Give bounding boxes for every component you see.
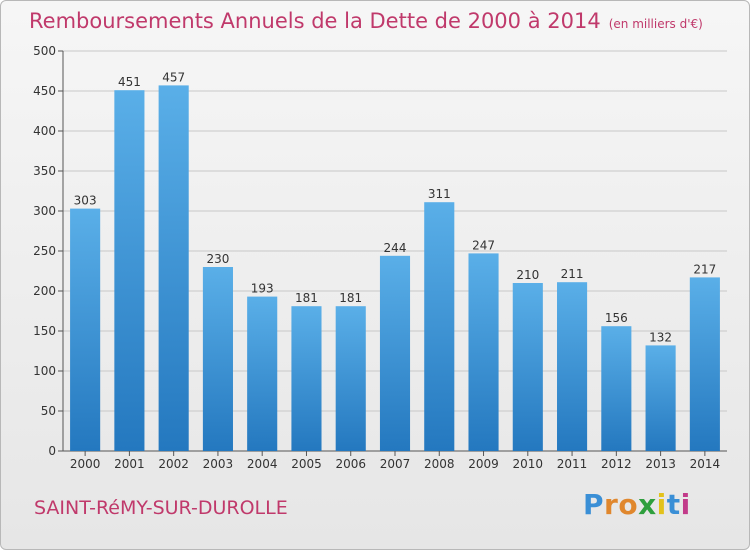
bar-2005 (291, 306, 322, 451)
bar-2006 (335, 306, 366, 451)
x-tick-label: 2010 (513, 457, 544, 471)
x-tick-label: 2007 (380, 457, 411, 471)
x-axis: 2000 2001 2002 2003 2004 2005 2006 2007 2008 2009… (70, 451, 720, 471)
logo-letter: i (680, 488, 691, 521)
y-tick-label: 50 (41, 404, 56, 418)
bar-2002 (158, 85, 189, 452)
x-tick-label: 2013 (645, 457, 676, 471)
bar-2007 (379, 255, 411, 451)
x-tick-label: 2003 (203, 457, 234, 471)
commune-name: SAINT-RéMY-SUR-DUROLLE (34, 497, 288, 519)
x-tick-label: 2009 (468, 457, 499, 471)
bar-2012 (601, 326, 632, 451)
bar-2014 (689, 277, 720, 451)
y-tick-label: 500 (33, 44, 56, 58)
y-tick-label: 250 (33, 244, 56, 258)
bar-2011 (557, 282, 588, 451)
bar-2008 (424, 202, 455, 451)
proxiti-logo: Proxiti (583, 488, 691, 521)
x-tick-label: 2012 (601, 457, 632, 471)
x-tick-label: 2011 (557, 457, 588, 471)
bar-2013 (645, 345, 676, 451)
x-tick-label: 2001 (114, 457, 145, 471)
y-tick-label: 100 (33, 364, 56, 378)
unit-note: (en milliers d'€) (608, 17, 703, 31)
logo-letter: o (618, 488, 639, 521)
data-label: 210 (516, 268, 539, 282)
x-tick-label: 2002 (158, 457, 189, 471)
data-label: 211 (561, 267, 584, 281)
data-label: 451 (118, 75, 141, 89)
y-tick-label: 200 (33, 284, 56, 298)
data-label: 132 (649, 330, 672, 344)
data-label: 311 (428, 187, 451, 201)
x-tick-label: 2006 (335, 457, 366, 471)
data-label: 217 (693, 262, 716, 276)
y-tick-label: 300 (33, 204, 56, 218)
data-label: 457 (162, 70, 185, 84)
bar-2004 (247, 296, 278, 451)
logo-letter: t (666, 488, 681, 521)
y-tick-label: 0 (48, 444, 56, 458)
y-tick-label: 150 (33, 324, 56, 338)
x-tick-label: 2000 (70, 457, 101, 471)
x-tick-label: 2008 (424, 457, 455, 471)
logo-letter: i (656, 488, 667, 521)
data-label: 193 (251, 282, 274, 296)
bars (70, 85, 720, 452)
y-tick-label: 350 (33, 164, 56, 178)
data-labels: 303 451 457 230 193 181 181 244 311 247 210 211 156 1… (74, 70, 717, 344)
logo-letter: r (604, 488, 619, 521)
data-label: 156 (605, 311, 628, 325)
x-tick-label: 2004 (247, 457, 278, 471)
logo-letter: P (583, 488, 605, 521)
data-label: 181 (295, 291, 318, 305)
data-label: 181 (339, 291, 362, 305)
y-tick-label: 450 (33, 84, 56, 98)
data-label: 230 (206, 252, 229, 266)
data-label: 244 (384, 241, 407, 255)
data-label: 303 (74, 194, 97, 208)
y-tick-label: 400 (33, 124, 56, 138)
data-label: 247 (472, 238, 495, 252)
x-tick-label: 2014 (690, 457, 721, 471)
bar-2001 (114, 90, 145, 451)
logo-letter: x (638, 488, 657, 521)
chart-title-text: Remboursements Annuels de la Dette de 20… (29, 9, 601, 33)
bar-2010 (512, 283, 543, 451)
bar-2000 (70, 208, 101, 451)
chart-title: Remboursements Annuels de la Dette de 20… (29, 9, 703, 33)
x-tick-label: 2005 (291, 457, 322, 471)
bar-2003 (202, 267, 233, 451)
bar-2009 (468, 253, 499, 451)
